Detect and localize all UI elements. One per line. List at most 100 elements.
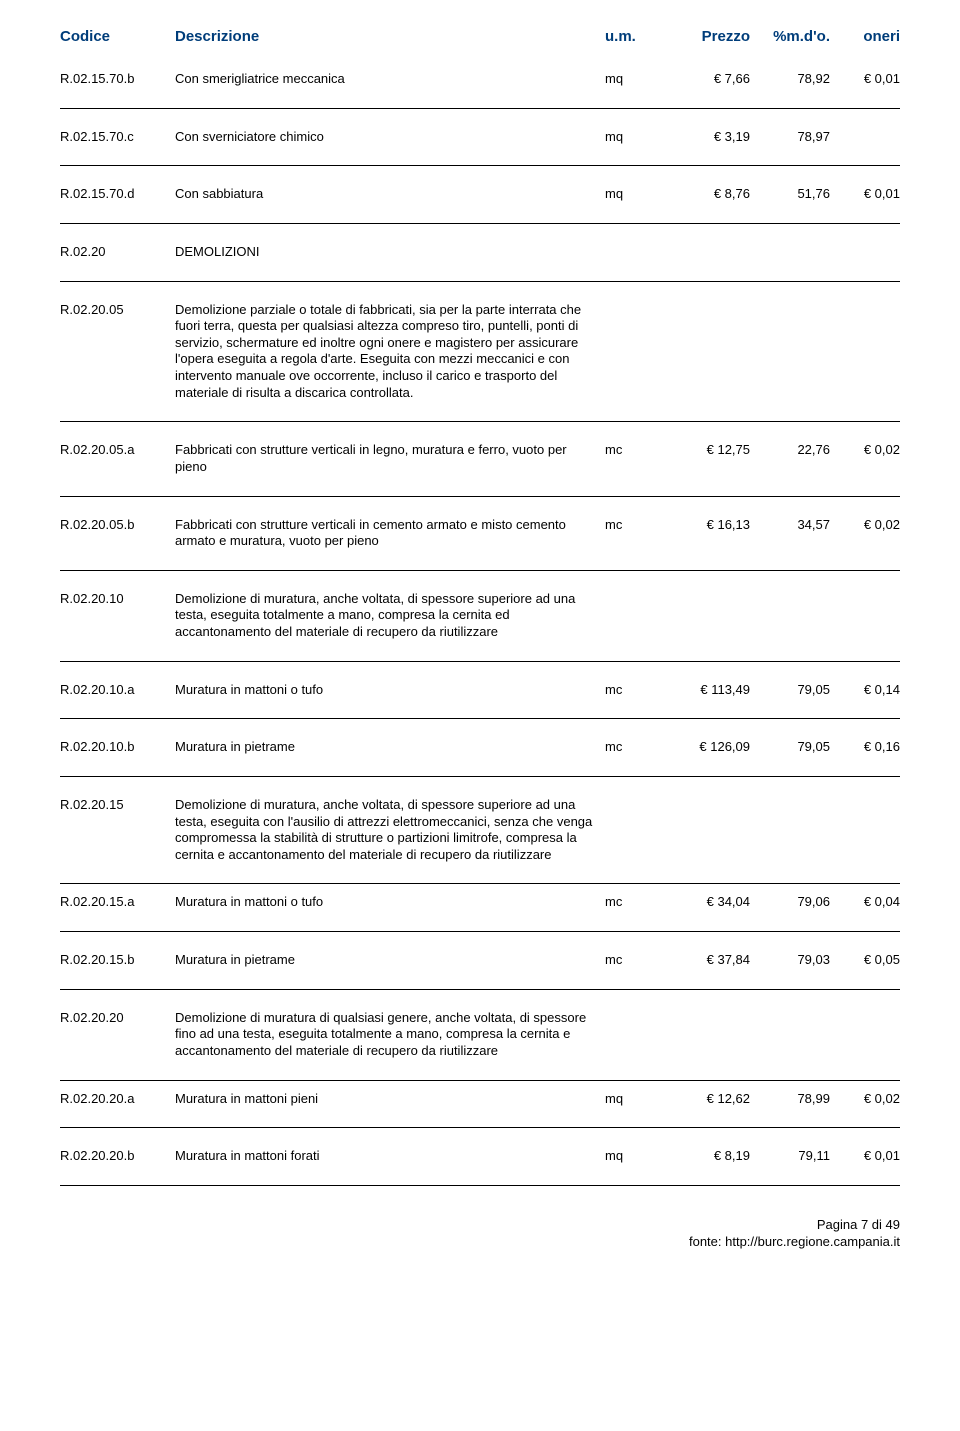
table-row: R.02.20.15.bMuratura in pietramemc€ 37,8… bbox=[60, 932, 900, 990]
cell-code: R.02.20.05.b bbox=[60, 517, 175, 534]
cell-price: € 12,62 bbox=[660, 1091, 750, 1108]
cell-code: R.02.20.15.a bbox=[60, 894, 175, 911]
table-row: R.02.20.20.bMuratura in mattoni foratimq… bbox=[60, 1128, 900, 1186]
cell-code: R.02.20.20.b bbox=[60, 1148, 175, 1165]
cell-oner: € 0,05 bbox=[830, 952, 900, 969]
cell-code: R.02.20.20.a bbox=[60, 1091, 175, 1108]
cell-code: R.02.20.15 bbox=[60, 797, 175, 814]
table-row: R.02.20DEMOLIZIONI bbox=[60, 224, 900, 282]
header-pct: %m.d'o. bbox=[750, 28, 830, 45]
cell-code: R.02.20.05 bbox=[60, 302, 175, 319]
table-row: R.02.20.05Demolizione parziale o totale … bbox=[60, 282, 900, 423]
cell-pct: 22,76 bbox=[750, 442, 830, 459]
cell-um: mc bbox=[605, 682, 660, 699]
cell-price: € 7,66 bbox=[660, 71, 750, 88]
table-row: R.02.20.05.aFabbricati con strutture ver… bbox=[60, 422, 900, 496]
cell-code: R.02.20.05.a bbox=[60, 442, 175, 459]
cell-code: R.02.20.20 bbox=[60, 1010, 175, 1027]
cell-oner: € 0,01 bbox=[830, 71, 900, 88]
table-row: R.02.15.70.dCon sabbiaturamq€ 8,7651,76€… bbox=[60, 166, 900, 224]
cell-desc: Fabbricati con strutture verticali in ce… bbox=[175, 517, 605, 550]
cell-code: R.02.20 bbox=[60, 244, 175, 261]
cell-desc: Muratura in pietrame bbox=[175, 739, 605, 756]
header-oner: oneri bbox=[830, 28, 900, 45]
cell-pct: 79,06 bbox=[750, 894, 830, 911]
cell-price: € 34,04 bbox=[660, 894, 750, 911]
cell-um: mc bbox=[605, 894, 660, 911]
cell-um: mq bbox=[605, 71, 660, 88]
cell-pct: 78,99 bbox=[750, 1091, 830, 1108]
cell-pct: 51,76 bbox=[750, 186, 830, 203]
cell-code: R.02.20.10 bbox=[60, 591, 175, 608]
cell-desc: Muratura in mattoni forati bbox=[175, 1148, 605, 1165]
cell-desc: Con sabbiatura bbox=[175, 186, 605, 203]
cell-desc: Demolizione di muratura, anche voltata, … bbox=[175, 797, 605, 864]
table-row: R.02.20.05.bFabbricati con strutture ver… bbox=[60, 497, 900, 571]
table-row: R.02.20.10.bMuratura in pietramemc€ 126,… bbox=[60, 719, 900, 777]
cell-price: € 12,75 bbox=[660, 442, 750, 459]
cell-pct: 79,05 bbox=[750, 682, 830, 699]
cell-price: € 3,19 bbox=[660, 129, 750, 146]
cell-um: mc bbox=[605, 517, 660, 534]
cell-desc: Muratura in pietrame bbox=[175, 952, 605, 969]
table-header: Codice Descrizione u.m. Prezzo %m.d'o. o… bbox=[60, 28, 900, 51]
cell-um: mq bbox=[605, 186, 660, 203]
cell-oner: € 0,14 bbox=[830, 682, 900, 699]
cell-price: € 113,49 bbox=[660, 682, 750, 699]
page-footer: Pagina 7 di 49 fonte: http://burc.region… bbox=[60, 1186, 900, 1251]
cell-price: € 8,76 bbox=[660, 186, 750, 203]
table-row: R.02.20.15Demolizione di muratura, anche… bbox=[60, 777, 900, 885]
cell-oner: € 0,16 bbox=[830, 739, 900, 756]
cell-code: R.02.15.70.b bbox=[60, 71, 175, 88]
header-code: Codice bbox=[60, 28, 175, 45]
cell-price: € 126,09 bbox=[660, 739, 750, 756]
cell-code: R.02.20.15.b bbox=[60, 952, 175, 969]
cell-pct: 79,03 bbox=[750, 952, 830, 969]
cell-um: mc bbox=[605, 442, 660, 459]
cell-pct: 34,57 bbox=[750, 517, 830, 534]
cell-price: € 16,13 bbox=[660, 517, 750, 534]
cell-desc: Con sverniciatore chimico bbox=[175, 129, 605, 146]
cell-pct: 79,11 bbox=[750, 1148, 830, 1165]
cell-desc: Con smerigliatrice meccanica bbox=[175, 71, 605, 88]
table-row: R.02.20.20Demolizione di muratura di qua… bbox=[60, 990, 900, 1081]
cell-code: R.02.20.10.a bbox=[60, 682, 175, 699]
cell-um: mq bbox=[605, 1091, 660, 1108]
cell-desc: Demolizione di muratura, anche voltata, … bbox=[175, 591, 605, 641]
cell-desc: Demolizione parziale o totale di fabbric… bbox=[175, 302, 605, 402]
table-row: R.02.15.70.bCon smerigliatrice meccanica… bbox=[60, 51, 900, 109]
cell-desc: Demolizione di muratura di qualsiasi gen… bbox=[175, 1010, 605, 1060]
cell-um: mq bbox=[605, 1148, 660, 1165]
cell-oner: € 0,02 bbox=[830, 517, 900, 534]
cell-desc: Muratura in mattoni o tufo bbox=[175, 682, 605, 699]
cell-um: mc bbox=[605, 739, 660, 756]
table-row: R.02.20.10Demolizione di muratura, anche… bbox=[60, 571, 900, 662]
cell-code: R.02.15.70.d bbox=[60, 186, 175, 203]
cell-price: € 8,19 bbox=[660, 1148, 750, 1165]
cell-price: € 37,84 bbox=[660, 952, 750, 969]
document-page: Codice Descrizione u.m. Prezzo %m.d'o. o… bbox=[0, 0, 960, 1271]
table-body: R.02.15.70.bCon smerigliatrice meccanica… bbox=[60, 51, 900, 1186]
table-row: R.02.20.10.aMuratura in mattoni o tufomc… bbox=[60, 662, 900, 720]
cell-pct: 79,05 bbox=[750, 739, 830, 756]
cell-desc: Muratura in mattoni o tufo bbox=[175, 894, 605, 911]
cell-code: R.02.15.70.c bbox=[60, 129, 175, 146]
header-desc: Descrizione bbox=[175, 28, 605, 45]
cell-oner: € 0,01 bbox=[830, 1148, 900, 1165]
header-price: Prezzo bbox=[660, 28, 750, 45]
cell-um: mq bbox=[605, 129, 660, 146]
footer-page: Pagina 7 di 49 bbox=[60, 1216, 900, 1234]
footer-source: fonte: http://burc.regione.campania.it bbox=[60, 1233, 900, 1251]
table-row: R.02.20.15.aMuratura in mattoni o tufomc… bbox=[60, 884, 900, 932]
cell-um: mc bbox=[605, 952, 660, 969]
cell-oner: € 0,02 bbox=[830, 442, 900, 459]
table-row: R.02.20.20.aMuratura in mattoni pienimq€… bbox=[60, 1081, 900, 1129]
cell-oner: € 0,01 bbox=[830, 186, 900, 203]
cell-pct: 78,92 bbox=[750, 71, 830, 88]
cell-desc: Muratura in mattoni pieni bbox=[175, 1091, 605, 1108]
cell-code: R.02.20.10.b bbox=[60, 739, 175, 756]
cell-desc: DEMOLIZIONI bbox=[175, 244, 605, 261]
header-um: u.m. bbox=[605, 28, 660, 45]
cell-pct: 78,97 bbox=[750, 129, 830, 146]
cell-oner: € 0,04 bbox=[830, 894, 900, 911]
